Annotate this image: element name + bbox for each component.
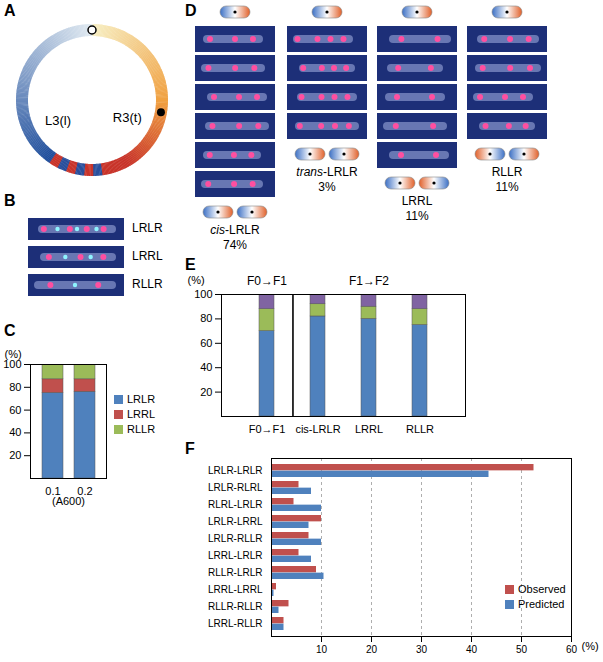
svg-text:60: 60	[566, 644, 578, 655]
svg-text:40: 40	[9, 426, 21, 438]
html-text:LRLR: LRLR	[127, 393, 156, 405]
svg-text:(A600): (A600)	[52, 495, 85, 507]
svg-text:0.1: 0.1	[45, 485, 61, 498]
svg-text:(%): (%)	[5, 348, 22, 360]
svg-text:LRLR: LRLR	[132, 221, 163, 235]
svg-text:LRRL: LRRL	[355, 423, 383, 435]
html-text:Predicted: Predicted	[518, 598, 565, 610]
svg-text:RLLR: RLLR	[406, 423, 434, 435]
svg-text:30: 30	[416, 644, 428, 655]
svg-text:cis-LRLR: cis-LRLR	[210, 223, 260, 237]
svg-text:10: 10	[316, 644, 328, 655]
svg-text:RLRL-LRLR: RLRL-LRLR	[208, 499, 262, 510]
svg-text:50: 50	[516, 644, 528, 655]
svg-text:80: 80	[9, 381, 21, 393]
svg-text:R3(t): R3(t)	[113, 110, 142, 125]
svg-text:40: 40	[200, 361, 212, 373]
svg-text:L3(l): L3(l)	[45, 113, 71, 128]
svg-text:100: 100	[3, 358, 22, 370]
svg-text:20: 20	[200, 386, 212, 398]
svg-text:(%): (%)	[188, 274, 205, 286]
svg-text:11%: 11%	[405, 209, 428, 223]
html-text:D: D	[185, 2, 197, 19]
svg-text:LRLR-LRLR: LRLR-LRLR	[208, 465, 262, 476]
svg-text:LRRL: LRRL	[132, 249, 163, 263]
svg-text:LRRL-LRLR: LRRL-LRLR	[208, 550, 262, 561]
svg-text:F0→F1: F0→F1	[249, 423, 286, 435]
svg-text:11%: 11%	[495, 180, 518, 194]
svg-text:80: 80	[200, 312, 212, 324]
svg-text:LRLR-RLLR: LRLR-RLLR	[208, 533, 262, 544]
svg-text:RLLR-LRLR: RLLR-LRLR	[208, 567, 262, 578]
html-text:F: F	[185, 440, 195, 457]
svg-text:LRLR-RLRL: LRLR-RLRL	[208, 482, 263, 493]
svg-text:RLLR-RLLR: RLLR-RLLR	[208, 601, 262, 612]
svg-text:trans-LRLR: trans-LRLR	[296, 165, 358, 179]
svg-text:0.2: 0.2	[77, 485, 93, 498]
html-text:B: B	[4, 192, 16, 209]
svg-text:cis-LRLR: cis-LRLR	[295, 423, 340, 435]
svg-text:LRRL-RLLR: LRRL-RLLR	[208, 618, 262, 629]
svg-text:F1→F2: F1→F2	[349, 274, 389, 288]
html-text:A: A	[4, 2, 16, 19]
svg-text:100: 100	[194, 288, 212, 300]
svg-text:LRRL-LRRL: LRRL-LRRL	[208, 584, 263, 595]
html-text:Observed: Observed	[518, 583, 566, 595]
html-text:E: E	[185, 256, 196, 273]
svg-text:74%: 74%	[223, 238, 247, 252]
html-text:RLLR: RLLR	[127, 423, 156, 435]
svg-text:RLLR: RLLR	[492, 165, 523, 179]
svg-text:3%: 3%	[318, 180, 336, 194]
html-text:LRRL: LRRL	[127, 408, 156, 420]
svg-text:20: 20	[9, 449, 21, 461]
svg-text:60: 60	[200, 337, 212, 349]
svg-text:40: 40	[466, 644, 478, 655]
svg-text:(%): (%)	[582, 640, 599, 652]
html-text:C: C	[4, 322, 16, 339]
svg-text:60: 60	[9, 404, 21, 416]
svg-text:20: 20	[366, 644, 378, 655]
svg-text:LRLR-LRRL: LRLR-LRRL	[208, 516, 263, 527]
svg-text:RLLR: RLLR	[132, 277, 163, 291]
svg-text:LRRL: LRRL	[402, 194, 433, 208]
svg-text:F0→F1: F0→F1	[247, 274, 287, 288]
